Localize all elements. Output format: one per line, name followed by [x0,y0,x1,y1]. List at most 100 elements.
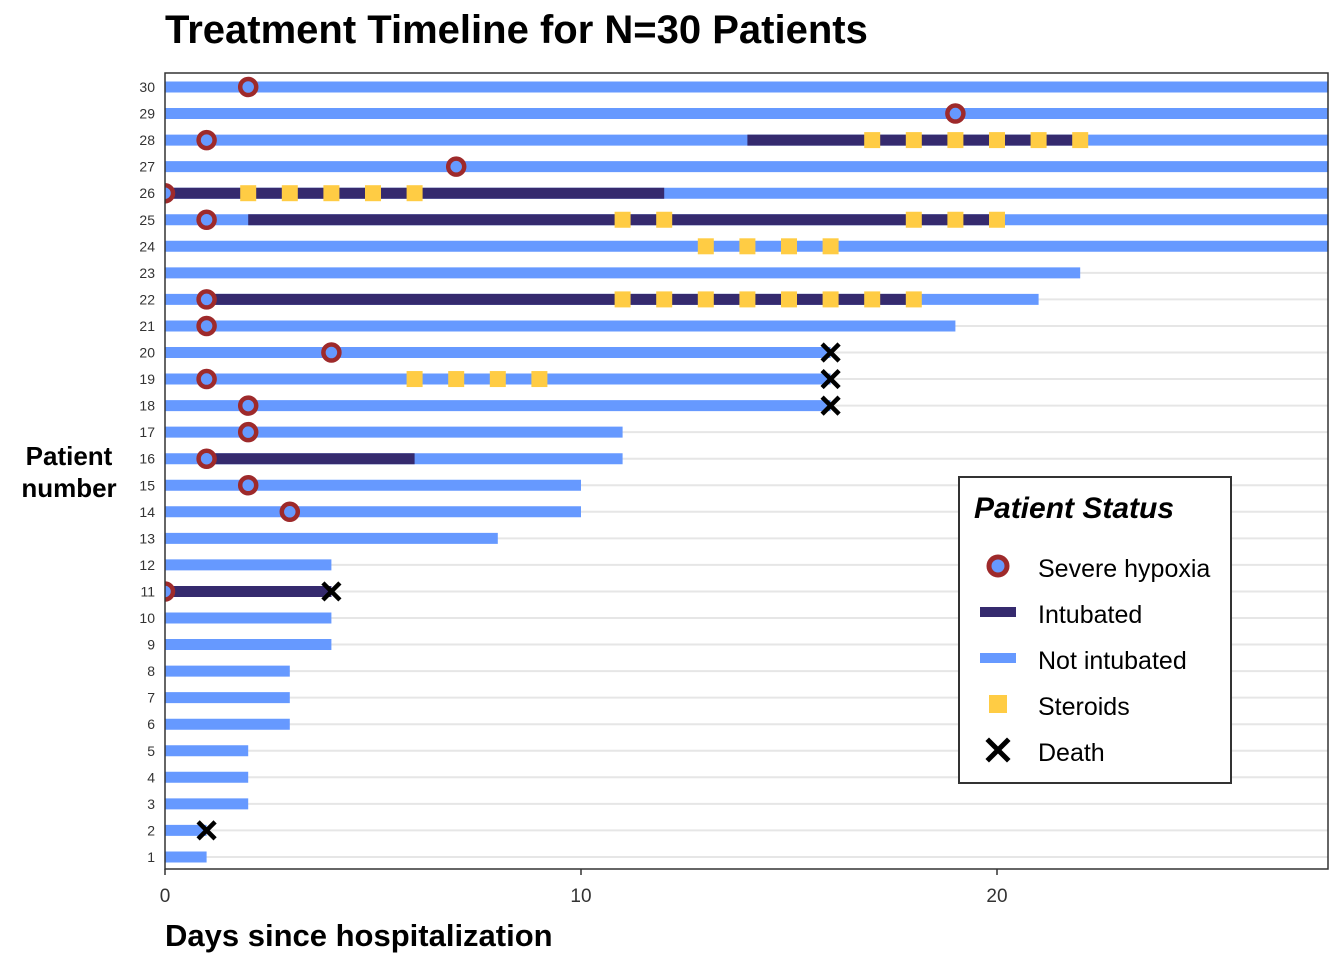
steroid-marker [406,371,423,388]
severe-hypoxia-marker [237,76,259,98]
y-tick-label: 13 [139,530,155,546]
y-tick-label: 24 [139,238,155,254]
legend-label-not-intubated: Not intubated [1038,647,1187,675]
x-tick-label: 0 [160,886,171,907]
y-tick-label: 12 [139,557,155,573]
y-tick-label: 26 [139,185,155,201]
y-axis-label-line: number [21,473,117,503]
steroid-marker [323,185,340,202]
steroid-marker [989,132,1005,149]
steroid-marker [448,371,465,388]
y-tick-label: 1 [147,849,155,865]
intubated-key-icon [980,607,1016,617]
steroids-key-icon [989,695,1007,713]
death-marker [820,368,841,390]
steroid-marker [739,291,756,308]
y-axis-label: Patient number [4,440,134,504]
y-tick-label: 30 [139,79,155,95]
steroid-marker [905,132,922,149]
chart-title: Treatment Timeline for N=30 Patients [165,8,868,52]
steroid-marker [656,291,673,308]
steroid-marker [864,132,881,149]
y-tick-label: 5 [147,743,155,759]
severe-hypoxia-marker [196,129,217,151]
legend-label-steroids: Steroids [1038,693,1130,721]
severe-hypoxia-marker [279,501,301,523]
x-tick-label: 10 [570,886,591,907]
legend-item-not-intubated: Not intubated [974,640,1230,680]
severe-hypoxia-marker [165,581,176,602]
y-tick-label: 22 [139,291,155,307]
steroid-marker [240,185,257,202]
legend-item-steroids: Steroids [974,686,1230,726]
steroid-marker [614,211,631,228]
severe-hypoxia-marker [321,342,342,363]
severe-hypoxia-marker [196,209,217,230]
steroid-marker [1072,132,1089,149]
severe-hypoxia-marker [945,103,966,124]
legend-item-intubated: Intubated [974,594,1230,634]
y-tick-label: 2 [147,822,155,838]
severe-hypoxia-marker [445,156,467,177]
y-tick-label: 9 [147,637,155,653]
y-tick-label: 23 [139,265,155,281]
steroid-marker [947,132,964,149]
severe-hypoxia-marker [237,395,259,416]
steroid-marker [781,291,797,308]
death-marker [196,820,217,841]
steroid-marker [905,211,922,228]
steroid-marker [281,185,298,202]
legend-title: Patient Status [974,492,1175,525]
y-axis-label-line: Patient [25,441,113,471]
severe-hypoxia-marker [196,448,217,469]
y-tick-label: 7 [147,690,155,706]
legend-label-intubated: Intubated [1038,601,1143,629]
y-tick-label: 20 [139,345,155,361]
y-tick-label: 18 [139,398,155,414]
severe-hypoxia-key-icon [986,554,1010,578]
y-tick-label: 4 [147,769,155,785]
x-tick-label: 20 [986,886,1007,907]
x-axis-label: Days since hospitalization [165,918,553,953]
severe-hypoxia-marker [237,421,259,443]
steroid-marker [864,291,881,308]
y-tick-label: 16 [139,451,155,467]
plot-border [164,72,1329,870]
y-tick-label: 25 [139,212,155,228]
y-tick-label: 3 [147,796,155,812]
y-tick-label: 27 [139,159,155,175]
y-tick-label: 28 [139,132,155,148]
y-tick-label: 19 [139,371,155,387]
steroid-marker [1030,132,1047,149]
y-tick-label: 29 [139,106,155,122]
steroid-marker [989,211,1005,228]
steroid-marker [614,291,631,308]
y-tick-label: 14 [139,504,155,520]
legend-item-severe-hypoxia: Severe hypoxia [974,548,1230,588]
y-tick-label: 17 [139,424,155,440]
legend-item-death: Death [974,732,1230,772]
steroid-marker [656,211,673,228]
steroid-marker [365,185,381,202]
not-intubated-key-icon [980,653,1016,663]
death-marker [820,342,841,363]
steroid-marker [822,291,839,308]
death-marker [820,395,841,416]
severe-hypoxia-marker [196,368,217,390]
death-key-icon [985,737,1011,763]
steroid-marker [697,238,714,255]
legend-label-death: Death [1038,739,1105,767]
death-marker [321,581,342,602]
y-tick-label: 10 [139,610,155,626]
y-tick-label: 6 [147,716,155,732]
y-tick-label: 8 [147,663,155,679]
steroid-marker [947,211,964,228]
steroid-marker [739,238,756,255]
steroid-marker [406,185,423,202]
legend-label-severe-hypoxia: Severe hypoxia [1038,555,1211,583]
severe-hypoxia-marker [196,289,217,310]
steroid-marker [905,291,922,308]
y-tick-label: 21 [139,318,155,334]
steroid-marker [489,371,506,388]
severe-hypoxia-marker [237,475,259,496]
